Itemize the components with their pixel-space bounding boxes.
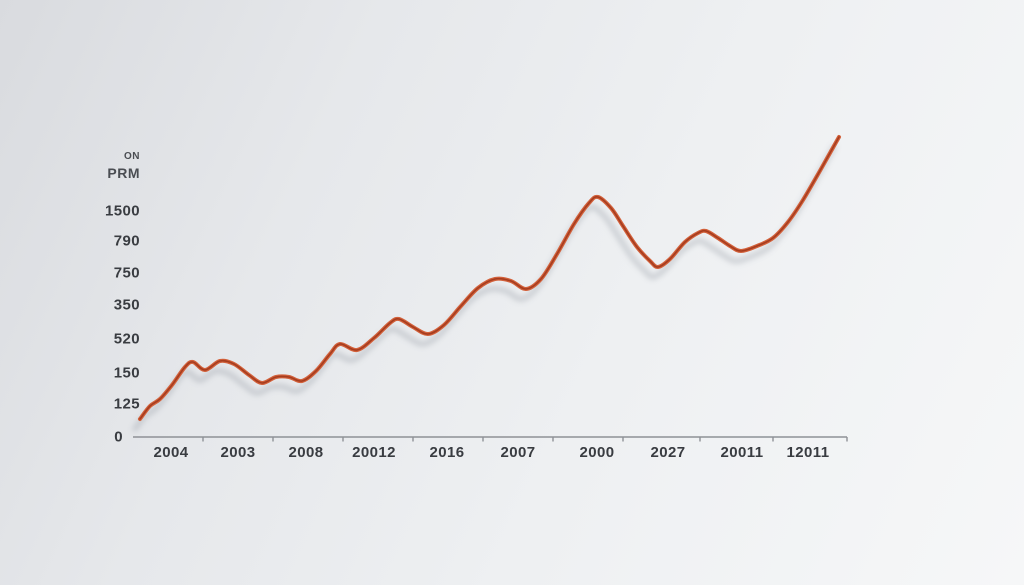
x-axis-tick-label: 2000	[579, 444, 615, 461]
y-axis-title-line2: PRM	[107, 164, 140, 181]
y-axis-tick-label: 520	[113, 330, 140, 348]
x-axis-tick-label: 2004	[153, 444, 189, 461]
x-axis-tick-label: 20012	[352, 444, 396, 461]
y-axis-title: ON PRM	[60, 150, 140, 182]
series-line-core	[139, 136, 840, 420]
x-axis-ticks	[202, 437, 848, 442]
y-axis-tick-label: 350	[113, 296, 140, 314]
x-axis-tick-label: 2008	[288, 444, 324, 461]
x-axis-tick-label: 20011	[720, 444, 764, 461]
series-line-outer	[138, 135, 841, 421]
line-shadow	[132, 144, 837, 432]
x-axis-tick-label: 2016	[429, 444, 465, 461]
x-axis-tick-label: 12011	[786, 444, 830, 461]
x-axis-tick-label: 2007	[500, 444, 536, 461]
x-axis-tick-label: 2003	[220, 444, 256, 461]
y-axis-tick-label: 790	[113, 232, 140, 250]
x-axis-tick-label: 2027	[650, 444, 686, 461]
y-axis-tick-label: 150	[113, 364, 140, 382]
y-axis-tick-label: 1500	[105, 202, 140, 220]
y-axis-tick-label: 125	[113, 395, 140, 413]
y-axis-title-line1: ON	[124, 151, 140, 162]
y-axis-tick-label: 0	[114, 428, 123, 446]
y-axis-tick-label: 750	[113, 264, 140, 282]
